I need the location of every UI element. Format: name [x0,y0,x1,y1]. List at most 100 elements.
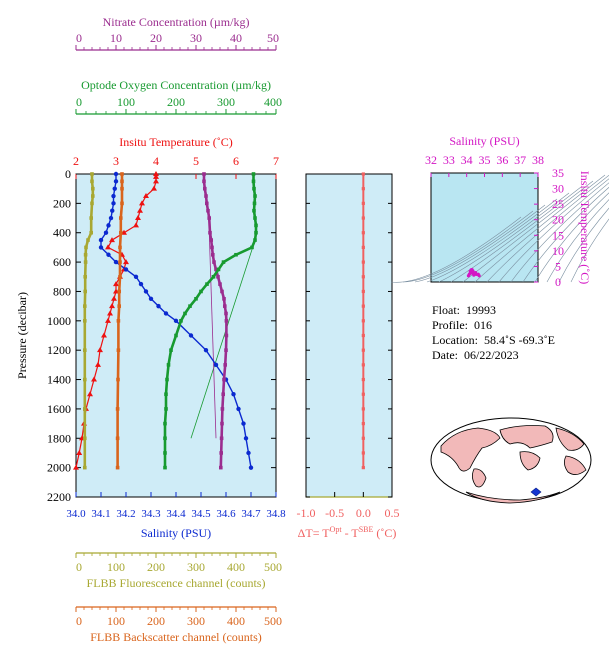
ts-salinity-tick-label: 38 [532,153,544,167]
oxygen-point [252,186,256,191]
delta-t-point [361,319,365,323]
nitrate-tick-label: 50 [267,31,279,45]
oxygen-point [164,392,168,397]
salinity-point [138,281,144,287]
salinity-point [236,406,241,412]
oxygen-point [163,421,167,426]
ts-density-contour [486,174,609,283]
delta-t-point [361,466,365,470]
nitrate-point [224,348,228,352]
oxygen-guide-line [190,237,257,439]
ts-salinity-tick-label: 33 [443,153,455,167]
oxygen-point [163,436,167,441]
nitrate-point [202,179,206,184]
delta-t-title-part: (˚C) [373,526,396,540]
temperature-tick-label: 2 [73,154,79,168]
delta-t-point [361,201,365,205]
backscatter-point [117,289,121,294]
nitrate-point [203,186,207,191]
oxygen-point [199,289,203,294]
fluorescence-point [83,319,87,323]
temperature-tick-label: 5 [193,154,199,168]
pressure-tick-label: 400 [53,226,71,240]
fluorescence-tick-label: 200 [147,560,165,574]
backscatter-point [118,260,122,264]
oxygen-point [252,208,256,213]
salinity-axis-title: Salinity (PSU) [141,526,211,540]
temperature-point [135,215,141,221]
salinity-tick-label: 34.2 [116,508,135,520]
fluorescence-point [83,348,87,352]
salinity-point [241,421,246,426]
delta-t-point [361,363,365,367]
temperature-tick-label: 7 [273,154,279,168]
oxygen-point [252,201,257,206]
nitrate-axis: 0 10 20 30 40 50 Nitrate Concentration (µm/kg) [75,15,279,51]
fluorescence-point [90,201,94,206]
oxygen-series [163,172,258,470]
backscatter-point [116,348,121,352]
backscatter-point [115,407,120,411]
delta-t-point [361,451,365,455]
ts-temperature-tick-label: 15 [552,228,564,242]
oxygen-point [169,348,173,352]
oxygen-point [163,451,167,455]
nitrate-point [211,252,215,257]
nitrate-point [221,392,225,397]
oxygen-point [216,267,221,272]
fluorescence-point [83,436,87,441]
nitrate-point [219,451,223,455]
backscatter-tick-label: 300 [187,614,205,628]
fluorescence-tick-label: 0 [76,560,82,574]
salinity-point [243,436,249,441]
salinity-point [113,259,119,265]
ts-density-contour [546,199,609,283]
fluorescence-point [84,245,88,250]
oxygen-tick-label: 100 [117,95,135,109]
nitrate-point [219,465,223,470]
map-land [465,491,561,504]
ts-salinity-tick-label: 32 [425,153,437,167]
oxygen-point [194,296,198,301]
ts-point [473,271,478,275]
salinity-point [112,186,117,191]
nitrate-series [202,172,229,470]
backscatter-tick-label: 500 [264,614,282,628]
delta-t-point [361,289,365,294]
date-label: Date: [432,348,458,362]
delta-t-point [361,172,365,176]
salinity-point [173,318,179,324]
ts-density-contour [426,198,558,283]
salinity-point [123,267,129,272]
salinity-axis: 34.0 34.1 34.2 34.3 34.4 34.5 34.6 34.7 34.8 Sali… [66,492,286,540]
temperature-point [109,303,115,309]
delta-t-point [361,333,365,338]
oxygen-tick-label: 300 [217,95,235,109]
nitrate-tick-label: 30 [190,31,202,45]
fluorescence-point [89,216,93,220]
salinity-tick-label: 34.8 [266,508,286,520]
backscatter-point [120,186,124,191]
nitrate-point [216,274,220,279]
salinity-point [103,230,109,235]
ts-salinity-title: Salinity (PSU) [449,134,519,148]
oxygen-point [251,179,256,184]
salinity-point [163,311,169,316]
temperature-point [76,449,83,455]
fluorescence-axis: 0 100 200 300 400 500 FLBB Fluorescence channe… [75,552,282,590]
delta-t-tick-label: 0.5 [385,506,400,520]
fluorescence-point [83,289,87,294]
oxygen-axis: 0 100 200 300 400 Optode Oxygen Concentration… [75,78,282,115]
ts-density-contour [522,186,609,283]
delta-t-panel: -1.0 -0.5 0.0 0.5 ΔT= TOpt - TSBE (˚C) [297,172,400,540]
backscatter-series [115,172,124,470]
oxygen-axis-title: Optode Oxygen Concentration (µm/kg) [81,78,271,92]
pressure-tick-label: 0 [65,167,71,181]
salinity-point [246,450,251,456]
oxygen-point [174,333,178,338]
nitrate-point [219,436,224,441]
salinity-point [133,274,139,279]
